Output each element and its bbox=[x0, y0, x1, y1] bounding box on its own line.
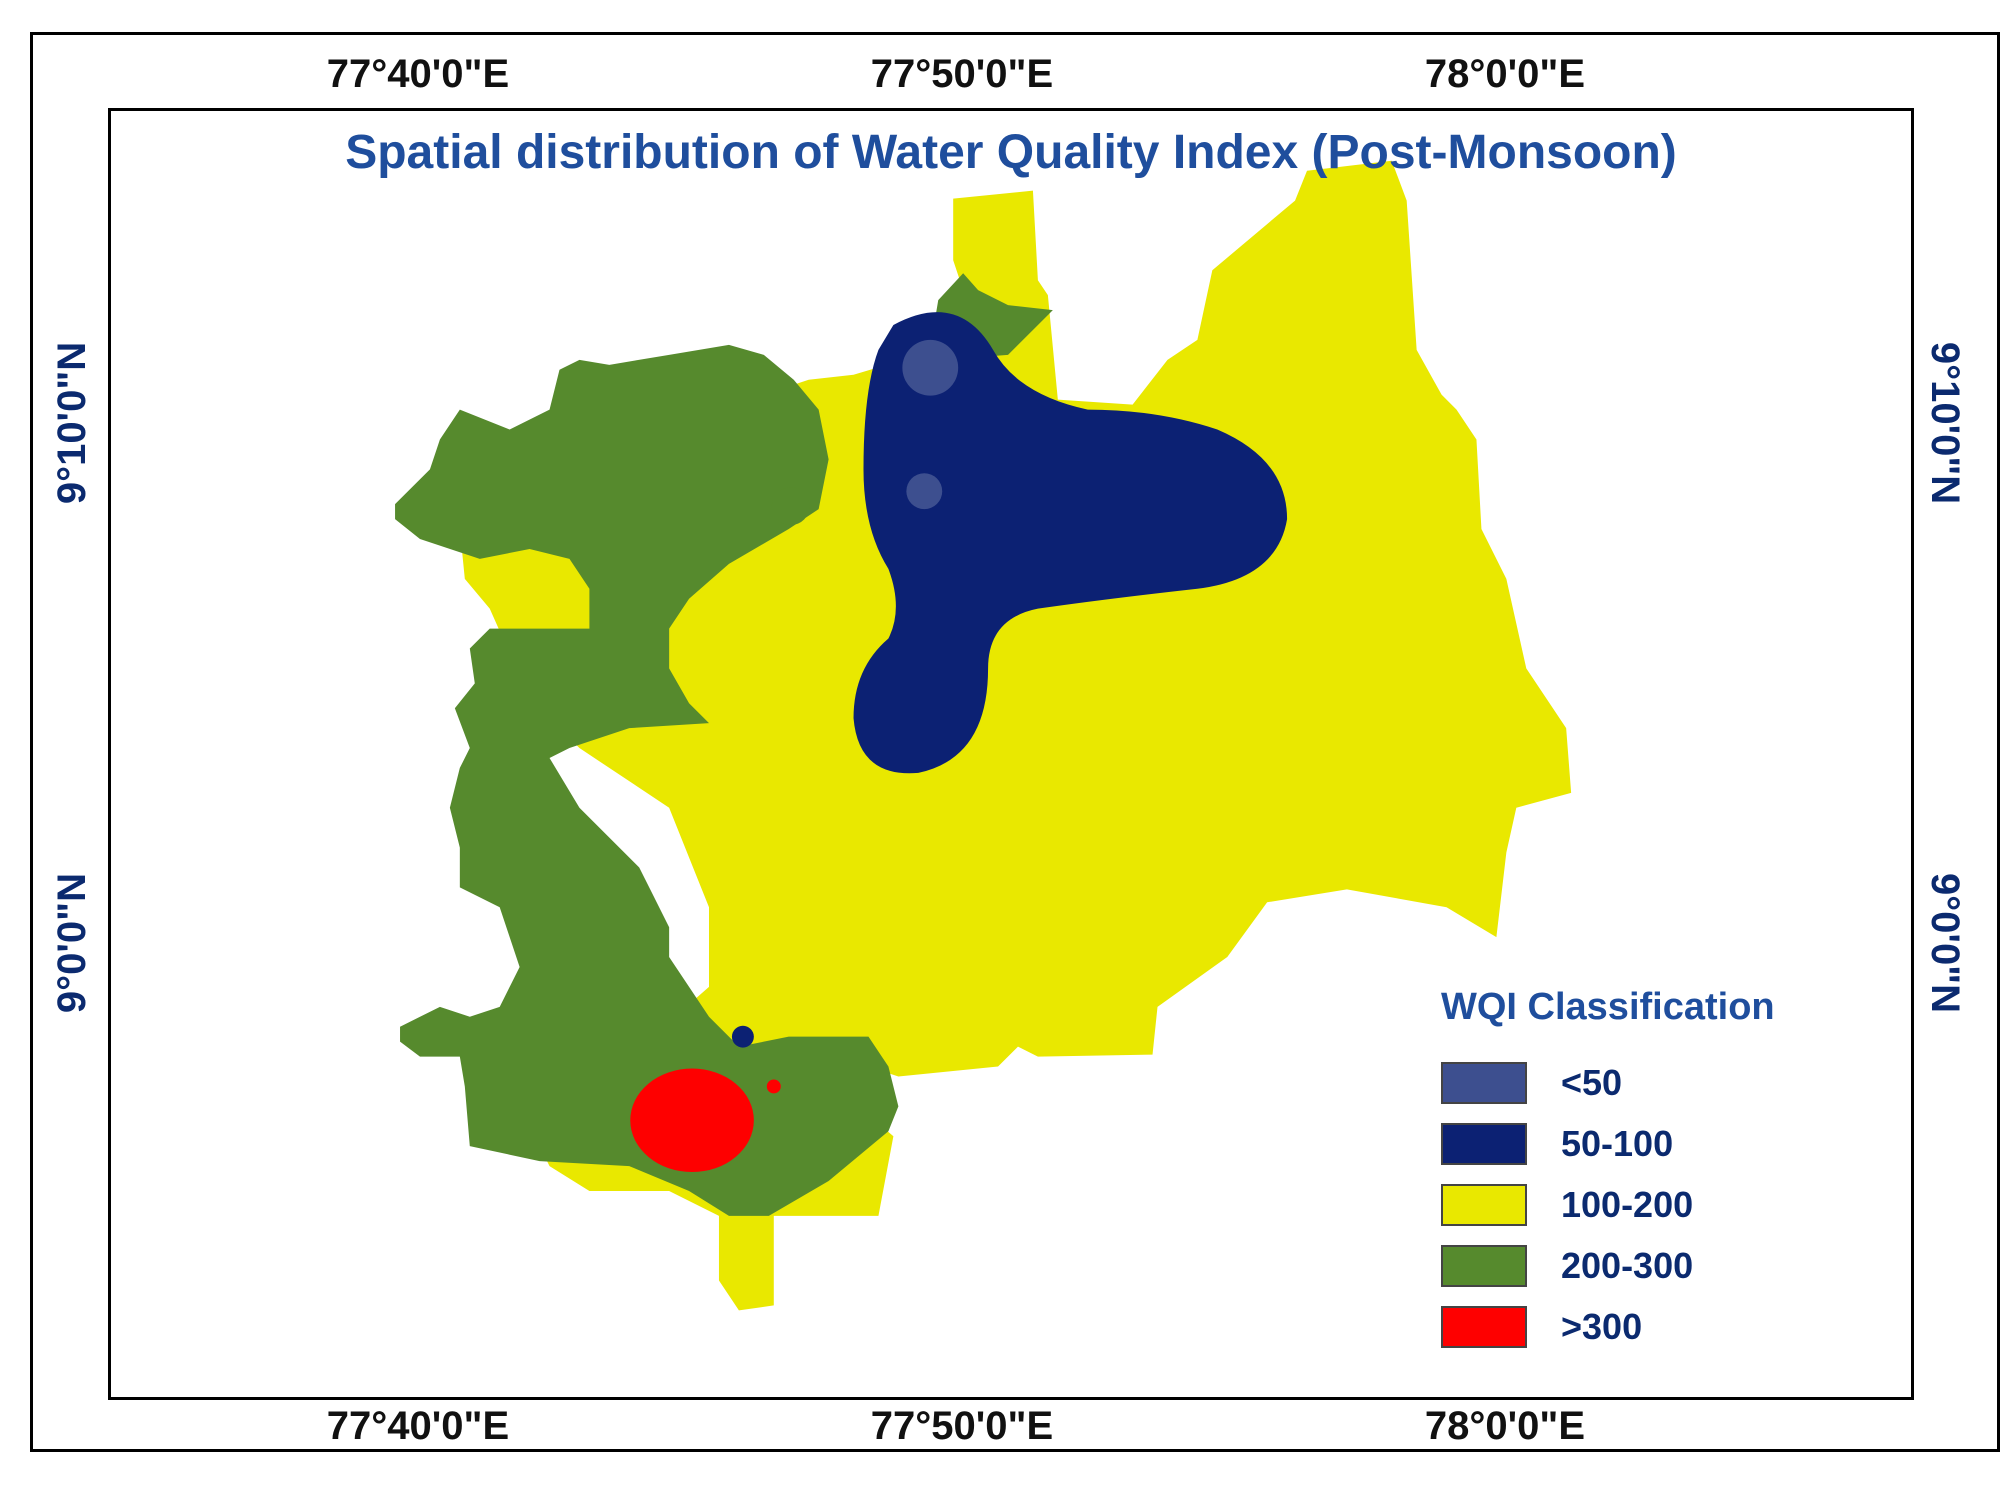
legend-swatch-gt300 bbox=[1441, 1306, 1527, 1348]
legend: WQI Classification <50 50-100 100-200 20… bbox=[1441, 986, 1861, 1366]
lon-label-top-2: 77°50'0"E bbox=[870, 52, 1054, 96]
region-200-300-west bbox=[395, 344, 899, 1216]
legend-title: WQI Classification bbox=[1441, 986, 1775, 1028]
map-frame: Spatial distribution of Water Quality In… bbox=[108, 108, 1914, 1400]
lat-label-right-2: 9°0'0"N bbox=[1923, 872, 1967, 1014]
legend-item-gt300: >300 bbox=[1441, 1305, 1861, 1349]
lat-label-left-1: 9°10'0"N bbox=[50, 341, 94, 505]
legend-label-100-200: 100-200 bbox=[1561, 1184, 1694, 1225]
lat-label-left-2: 9°0'0"N bbox=[50, 872, 94, 1014]
map-title: Spatial distribution of Water Quality In… bbox=[345, 126, 1677, 179]
map-outer-frame bbox=[30, 32, 2000, 1452]
legend-item-200-300: 200-300 bbox=[1441, 1244, 1861, 1288]
legend-swatch-50-100 bbox=[1441, 1123, 1527, 1165]
region-gt300-spot bbox=[766, 1079, 781, 1094]
region-gt300 bbox=[630, 1068, 754, 1173]
lon-label-top-3: 78°0'0"E bbox=[1424, 52, 1586, 96]
legend-item-lt50: <50 bbox=[1441, 1061, 1861, 1105]
lon-label-top-1: 77°40'0"E bbox=[326, 52, 510, 96]
legend-label-lt50: <50 bbox=[1561, 1062, 1623, 1103]
legend-label-gt300: >300 bbox=[1561, 1306, 1643, 1347]
legend-swatch-200-300 bbox=[1441, 1245, 1527, 1287]
lon-label-bottom-3: 78°0'0"E bbox=[1424, 1404, 1586, 1448]
legend-item-50-100: 50-100 bbox=[1441, 1122, 1861, 1166]
lon-label-bottom-2: 77°50'0"E bbox=[870, 1404, 1054, 1448]
region-lt50-spot-2 bbox=[906, 473, 943, 510]
legend-item-100-200: 100-200 bbox=[1441, 1183, 1861, 1227]
legend-swatch-100-200 bbox=[1441, 1184, 1527, 1226]
legend-label-50-100: 50-100 bbox=[1561, 1123, 1674, 1164]
lat-label-right-1: 9°10'0"N bbox=[1923, 341, 1967, 505]
legend-swatch-lt50 bbox=[1441, 1062, 1527, 1104]
region-lt50-spot-1 bbox=[902, 339, 959, 396]
legend-label-200-300: 200-300 bbox=[1561, 1245, 1694, 1286]
region-50-100-spot-south bbox=[731, 1025, 754, 1048]
lon-label-bottom-1: 77°40'0"E bbox=[326, 1404, 510, 1448]
wqi-map bbox=[395, 160, 1572, 1311]
region-200-300-spot bbox=[771, 487, 810, 526]
region-50-100 bbox=[853, 312, 1288, 774]
